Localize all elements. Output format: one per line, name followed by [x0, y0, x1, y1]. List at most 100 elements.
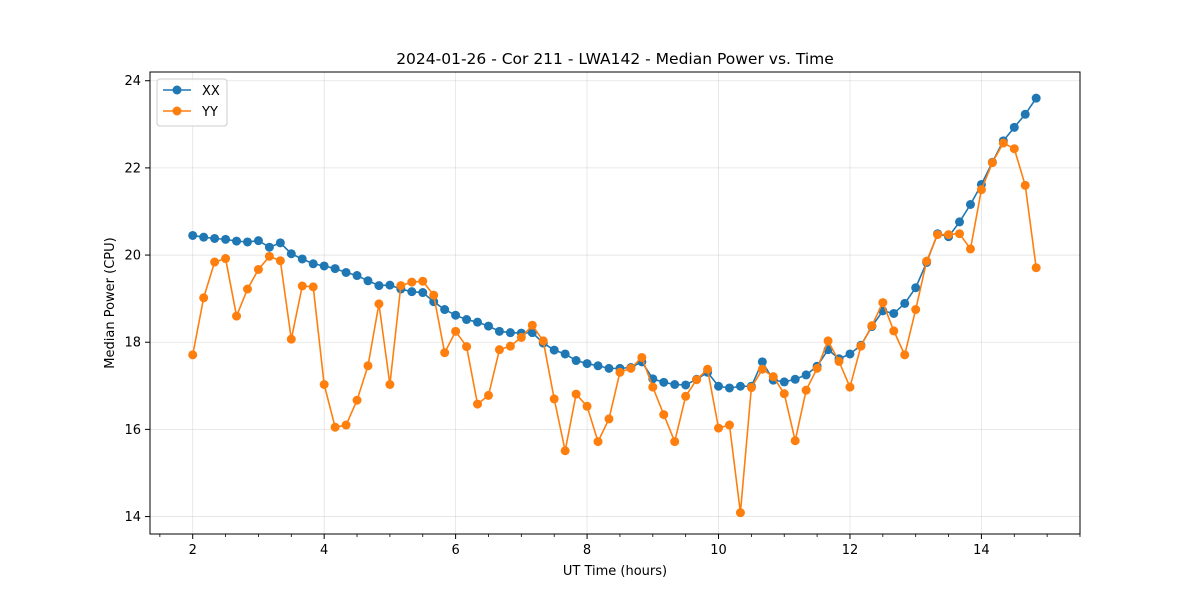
data-point-yy [253, 264, 263, 274]
data-point-xx [330, 264, 340, 274]
data-point-yy [878, 298, 888, 308]
legend-marker-yy [172, 106, 182, 116]
x-axis-label: UT Time (hours) [563, 564, 667, 579]
grid-lines [150, 72, 1080, 534]
data-point-yy [527, 320, 537, 330]
data-point-yy [199, 293, 209, 303]
data-point-xx [965, 199, 975, 209]
data-point-yy [407, 277, 417, 287]
data-point-xx [253, 236, 263, 246]
y-tick-label: 16 [124, 423, 141, 438]
data-point-yy [242, 284, 252, 294]
data-point-yy [714, 423, 724, 433]
data-point-yy [330, 422, 340, 432]
data-point-yy [473, 399, 483, 409]
data-point-yy [681, 391, 691, 401]
data-point-yy [944, 230, 954, 240]
data-point-yy [1020, 180, 1030, 190]
data-point-yy [1009, 144, 1019, 154]
data-point-xx [911, 283, 921, 293]
data-point-xx [790, 374, 800, 384]
data-point-yy [374, 299, 384, 309]
data-point-xx [560, 349, 570, 359]
data-point-yy [692, 375, 702, 385]
data-point-yy [582, 401, 592, 411]
data-point-yy [615, 367, 625, 377]
x-tick-label: 14 [973, 543, 990, 558]
data-point-yy [746, 383, 756, 393]
data-point-xx [735, 381, 745, 391]
data-point-xx [440, 305, 450, 315]
data-point-yy [823, 336, 833, 346]
data-point-xx [549, 345, 559, 355]
data-point-yy [955, 229, 965, 239]
data-point-xx [232, 236, 242, 246]
data-point-yy [735, 508, 745, 518]
x-tick-label: 2 [189, 543, 197, 558]
x-tick-label: 10 [710, 543, 727, 558]
data-point-xx [801, 370, 811, 380]
data-point-yy [494, 345, 504, 355]
data-point-yy [451, 326, 461, 336]
plot-area-frame [149, 71, 1081, 535]
data-point-xx [1031, 93, 1041, 103]
data-point-yy [911, 305, 921, 315]
data-point-yy [637, 352, 647, 362]
y-tick-label: 14 [124, 510, 141, 525]
data-point-xx [494, 326, 504, 336]
data-point-xx [724, 383, 734, 393]
data-point-xx [462, 315, 472, 325]
data-point-yy [834, 356, 844, 366]
data-point-yy [571, 389, 581, 399]
data-point-xx [779, 377, 789, 387]
data-point-xx [473, 317, 483, 327]
y-tick-label: 22 [124, 161, 141, 176]
data-point-yy [779, 389, 789, 399]
data-point-xx [319, 261, 329, 271]
data-point-xx [604, 363, 614, 373]
data-point-yy [998, 138, 1008, 148]
data-point-yy [659, 410, 669, 420]
data-point-yy [188, 350, 198, 360]
data-point-yy [768, 372, 778, 382]
data-point-xx [955, 217, 965, 227]
data-point-xx [297, 254, 307, 264]
data-point-xx [210, 233, 220, 243]
data-point-xx [363, 276, 373, 286]
data-point-yy [363, 361, 373, 371]
data-point-yy [845, 382, 855, 392]
data-point-xx [341, 267, 351, 277]
data-point-xx [374, 281, 384, 291]
data-point-yy [724, 420, 734, 430]
data-point-xx [264, 242, 274, 252]
data-point-yy [670, 437, 680, 447]
data-point-yy [297, 281, 307, 291]
legend: XX YY [156, 78, 228, 127]
data-point-yy [889, 326, 899, 336]
data-point-yy [987, 158, 997, 168]
data-point-xx [527, 328, 537, 338]
data-point-yy [626, 363, 636, 373]
data-point-yy [516, 332, 526, 342]
data-point-yy [429, 290, 439, 300]
data-point-yy [319, 380, 329, 390]
data-point-yy [703, 364, 713, 374]
data-point-xx [352, 271, 362, 281]
data-point-yy [856, 341, 866, 351]
data-point-xx [275, 238, 285, 248]
data-point-xx [505, 328, 515, 338]
data-point-yy [976, 185, 986, 195]
data-point-yy [264, 251, 274, 261]
data-point-xx [582, 359, 592, 369]
data-point-xx [714, 381, 724, 391]
data-point-yy [341, 420, 351, 430]
legend-label-yy: YY [201, 105, 218, 120]
data-point-yy [396, 281, 406, 291]
data-point-yy [648, 382, 658, 392]
data-point-yy [549, 394, 559, 404]
y-tick-label: 24 [124, 74, 141, 89]
data-point-xx [451, 310, 461, 320]
x-tick-label: 12 [842, 543, 859, 558]
data-point-xx [659, 377, 669, 387]
